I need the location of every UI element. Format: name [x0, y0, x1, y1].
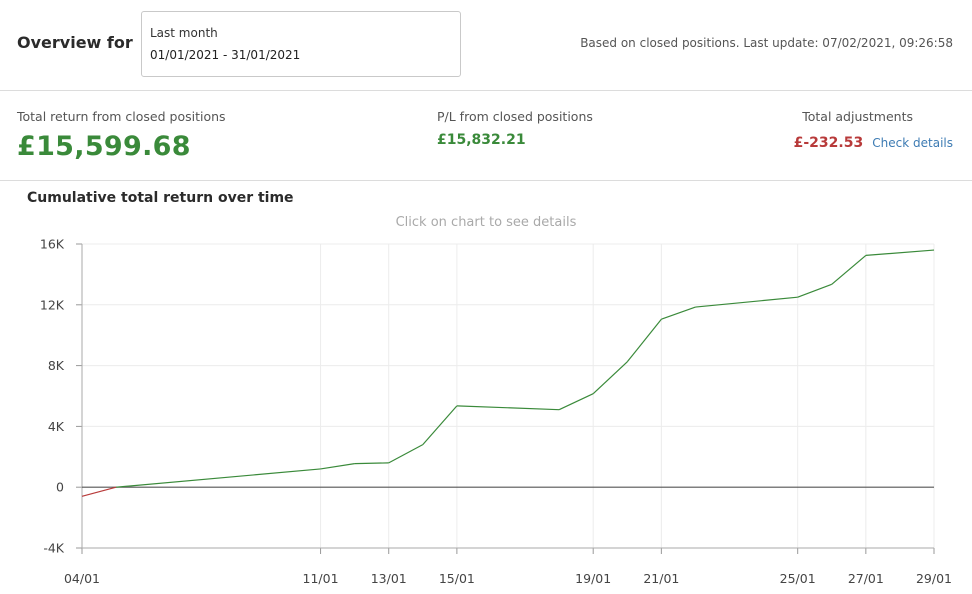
x-tick-label: 13/01 — [371, 571, 407, 586]
chart-title: Cumulative total return over time — [27, 190, 294, 206]
chart-axes — [76, 243, 935, 554]
y-tick-label: -4K — [43, 541, 64, 556]
total-return-label: Total return from closed positions — [17, 109, 226, 124]
last-update-note: Based on closed positions. Last update: … — [580, 36, 953, 50]
series-segment[interactable] — [592, 361, 628, 395]
series-segment[interactable] — [558, 393, 594, 411]
series-segment[interactable] — [388, 444, 424, 464]
x-tick-label: 21/01 — [643, 571, 679, 586]
x-tick-label: 04/01 — [64, 571, 100, 586]
x-tick-label: 11/01 — [303, 571, 339, 586]
summary-panel: Total return from closed positions £15,5… — [0, 91, 972, 181]
total-return-value: £15,599.68 — [17, 131, 191, 162]
series-segment[interactable] — [626, 318, 662, 363]
check-details-link[interactable]: Check details — [872, 136, 953, 150]
y-tick-label: 12K — [40, 297, 65, 312]
x-tick-label: 15/01 — [439, 571, 475, 586]
series-segment[interactable] — [456, 405, 560, 411]
chart-grid — [82, 243, 935, 548]
series-segment[interactable] — [797, 283, 832, 298]
chart-series[interactable] — [81, 249, 935, 497]
series-segment[interactable] — [81, 486, 117, 497]
chart-labels: -4K 0 4K 8K 12K 16K 04/01 11/01 13/01 15/01 19/01 2… — [40, 237, 952, 587]
series-segment[interactable] — [320, 463, 355, 470]
adjustments-row: £-232.53 Check details — [794, 132, 953, 151]
period-range: 01/01/2021 - 31/01/2021 — [150, 48, 301, 62]
x-tick-label: 25/01 — [780, 571, 816, 586]
series-segment[interactable] — [695, 296, 798, 308]
overview-header: Overview for Last month 01/01/2021 - 31/… — [0, 0, 972, 91]
y-tick-label: 0 — [56, 480, 64, 495]
series-segment[interactable] — [354, 462, 389, 465]
y-tick-label: 4K — [48, 419, 65, 434]
adjustments-label: Total adjustments — [802, 109, 913, 124]
overview-label: Overview for — [17, 33, 133, 52]
x-tick-label: 27/01 — [848, 571, 884, 586]
pl-label: P/L from closed positions — [437, 109, 593, 124]
x-tick-label: 19/01 — [575, 571, 611, 586]
series-segment[interactable] — [661, 306, 696, 320]
series-segment[interactable] — [116, 468, 321, 488]
period-name: Last month — [150, 26, 218, 40]
y-tick-label: 8K — [48, 358, 65, 373]
adjustments-value: £-232.53 — [793, 135, 864, 151]
series-segment[interactable] — [422, 405, 458, 446]
period-selector[interactable]: Last month 01/01/2021 - 31/01/2021 — [141, 11, 461, 77]
series-segment[interactable] — [865, 249, 935, 256]
chart-hint: Click on chart to see details — [395, 215, 577, 230]
series-segment[interactable] — [831, 254, 867, 285]
pl-value: £15,832.21 — [437, 132, 526, 148]
x-tick-label: 29/01 — [916, 571, 952, 586]
y-tick-label: 16K — [40, 237, 65, 252]
